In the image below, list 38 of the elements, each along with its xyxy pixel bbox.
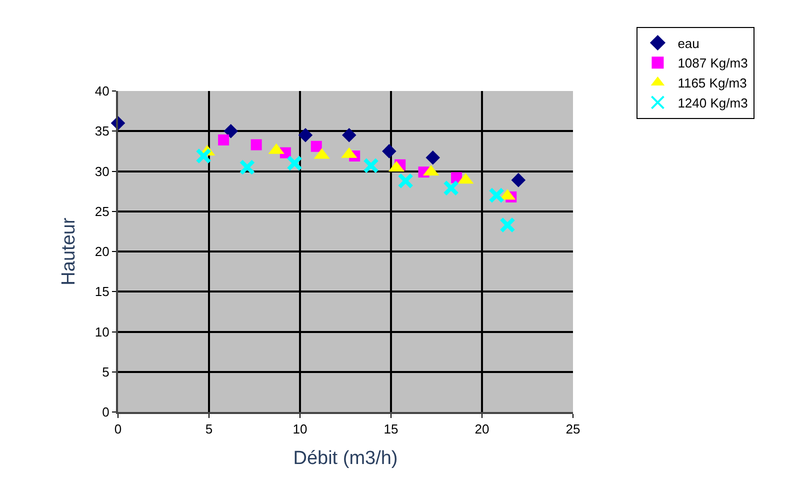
y-tick-label: 30 [94,164,110,179]
point [426,150,440,165]
y-tick-label: 0 [102,404,110,420]
point [239,159,256,176]
y-tick-label: 15 [94,284,110,300]
point [443,180,460,196]
y-axis-title: Hauteur [58,217,80,286]
x-tick-label: 15 [384,422,398,437]
point [382,144,396,158]
point [224,124,238,138]
y-tick-label: 10 [94,324,110,340]
y-tick-label: 5 [102,364,110,380]
point [250,139,262,150]
point [488,187,505,204]
y-tick-label: 40 [94,84,110,99]
point [218,134,230,146]
x-tick-label: 25 [566,422,580,437]
point [499,217,516,234]
legend-label: eau [678,36,700,51]
point [398,172,414,189]
x-tick-label: 20 [474,422,490,437]
point [342,128,356,142]
point [362,158,379,174]
point [310,140,322,152]
legend-label: 1240 Kg/m3 [678,96,748,111]
x-tick-label: 5 [205,422,213,437]
legend-label: 1087 Kg/m3 [678,56,748,71]
point [298,128,313,142]
legend-label: 1165 Kg/m3 [678,76,747,91]
x-tick-label: 10 [292,422,308,437]
point [286,155,303,172]
x-axis-title: Débit (m3/h) [293,448,398,469]
y-tick-label: 20 [94,244,110,260]
point [196,148,212,164]
point [511,172,526,188]
x-tick-label: 0 [114,422,122,437]
y-tick-label: 25 [94,204,110,219]
y-tick-label: 35 [94,124,110,139]
